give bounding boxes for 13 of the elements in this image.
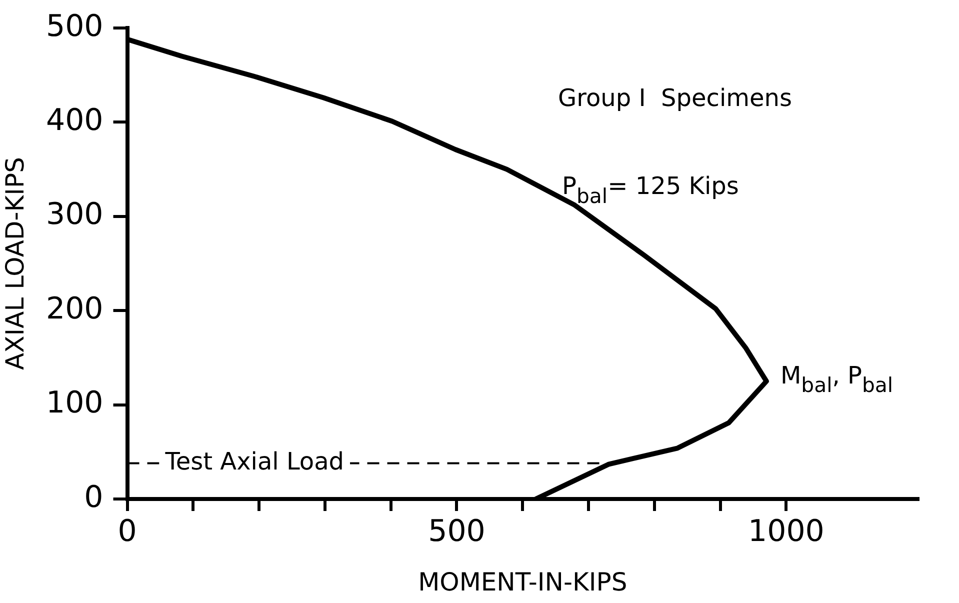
x-tick-label: 500 [428, 514, 486, 549]
x-axis-title: MOMENT-IN-KIPS [418, 568, 628, 596]
y-tick-label: 200 [46, 291, 104, 326]
annotation: Group I Specimens [558, 84, 792, 112]
y-tick-label: 300 [46, 197, 104, 232]
y-tick-label: 100 [46, 386, 104, 421]
y-axis-title: AXIAL LOAD-KIPS [0, 157, 30, 370]
x-tick-label: 1000 [748, 514, 824, 549]
y-tick-label: 400 [46, 102, 104, 138]
y-tick-label: 500 [46, 8, 104, 44]
x-tick-label: 0 [118, 514, 137, 549]
ref-line-label: Test Axial Load [164, 447, 344, 476]
y-tick-label: 0 [84, 480, 104, 515]
